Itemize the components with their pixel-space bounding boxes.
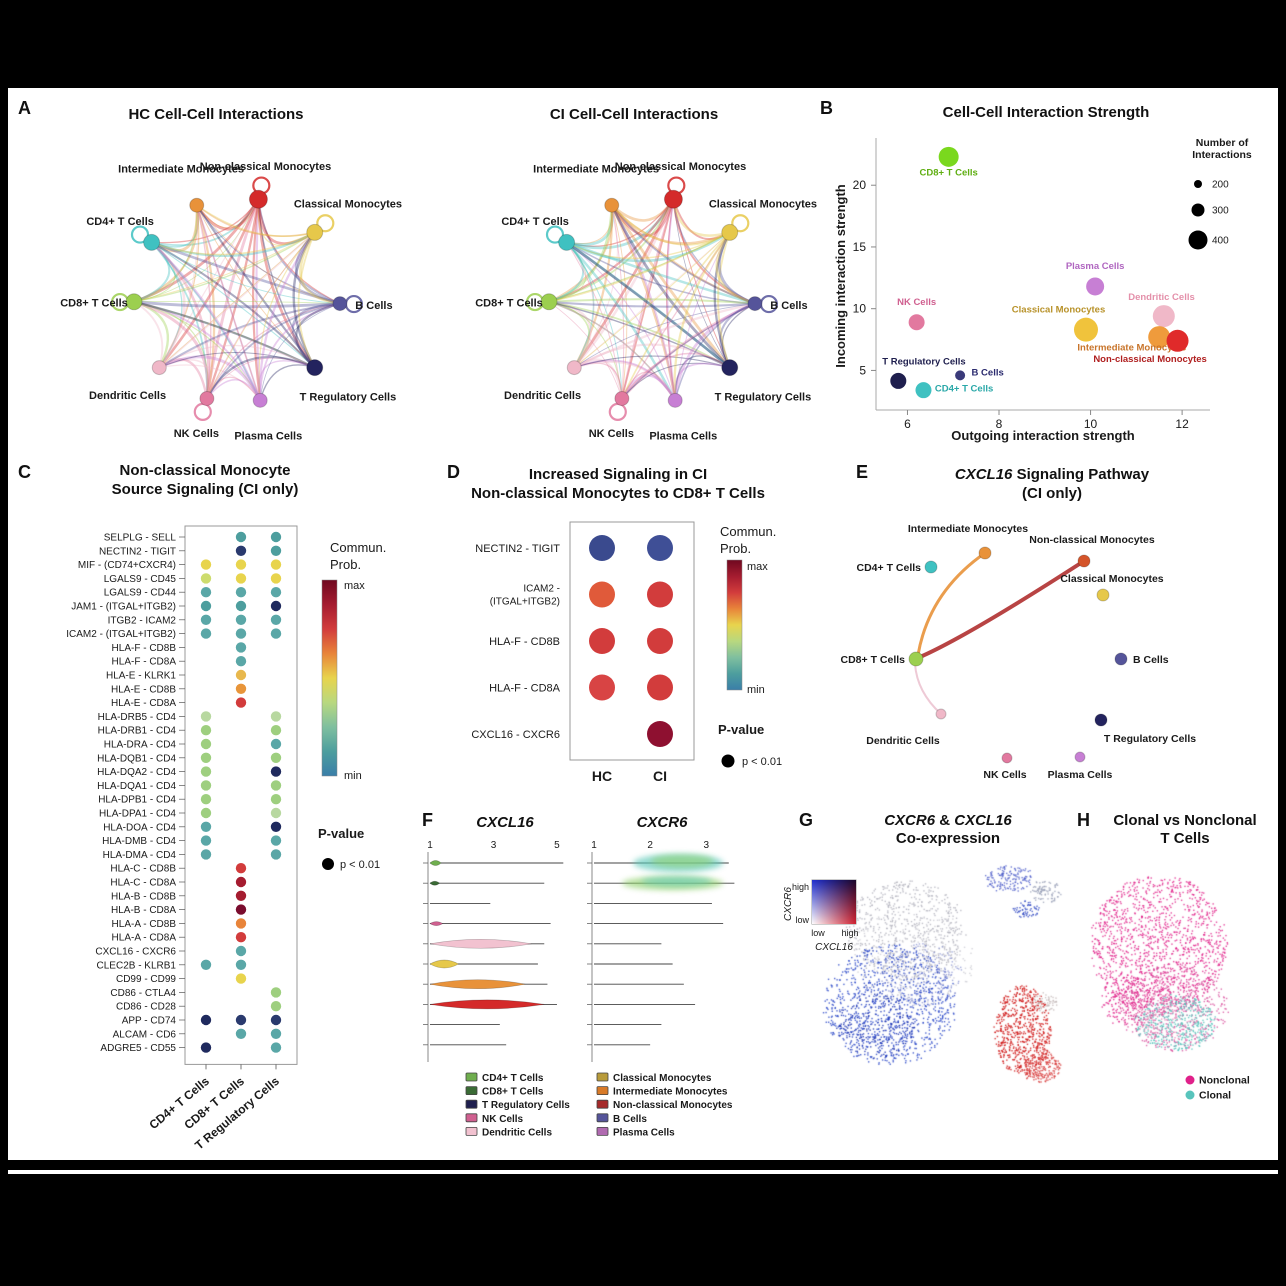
panel-letter-h: H (1077, 810, 1090, 830)
panel-letter-a: A (18, 98, 31, 118)
panel-e-title-rest: Signaling Pathway (1012, 466, 1150, 483)
panel-letter-c: C (18, 462, 31, 482)
panel-letter-b: B (820, 98, 833, 118)
panel-g-gene-2: CXCL16 (954, 812, 1012, 829)
panel-d-title-1: Increased Signaling in CI (528, 466, 708, 483)
panel-f-title-cxcr6: CXCR6 (636, 814, 688, 831)
panel-a-title-ci: CI Cell-Cell Interactions (549, 106, 719, 123)
panel-h-title-1: Clonal vs Nonclonal (1113, 812, 1257, 829)
bottom-divider (8, 1170, 1278, 1174)
panel-letter-g: G (799, 810, 814, 830)
panel-h-title-2: T Cells (1160, 830, 1210, 847)
panel-c-title-2: Source Signaling (CI only) (111, 481, 299, 498)
panel-e-subtitle: (CI only) (1022, 485, 1082, 502)
panel-letter-d: D (447, 462, 460, 482)
umap-clonal-canvas (1078, 852, 1273, 1137)
panel-g-gene-1: CXCR6 (884, 812, 936, 829)
panel-g-amp: & (935, 812, 955, 829)
panel-d-title-2: Non-classical Monocytes to CD8+ T Cells (471, 485, 765, 502)
umap-coexpression-canvas (793, 852, 1080, 1137)
panel-g-title-2: Co-expression (895, 830, 1001, 847)
panel-g-title-1: CXCR6 & CXCL16 (884, 812, 1012, 829)
panel-e-title: CXCL16 Signaling Pathway (955, 466, 1149, 483)
panel-e-gene: CXCL16 (954, 466, 1013, 483)
panel-letter-e: E (856, 462, 869, 482)
panel-letter-f: F (422, 810, 433, 830)
panel-a-title-hc: HC Cell-Cell Interactions (128, 106, 304, 123)
panel-c-title-1: Non-classical Monocyte (119, 462, 291, 479)
panel-f-title-cxcl16: CXCL16 (476, 814, 534, 831)
panel-b-title: Cell-Cell Interaction Strength (942, 104, 1150, 121)
